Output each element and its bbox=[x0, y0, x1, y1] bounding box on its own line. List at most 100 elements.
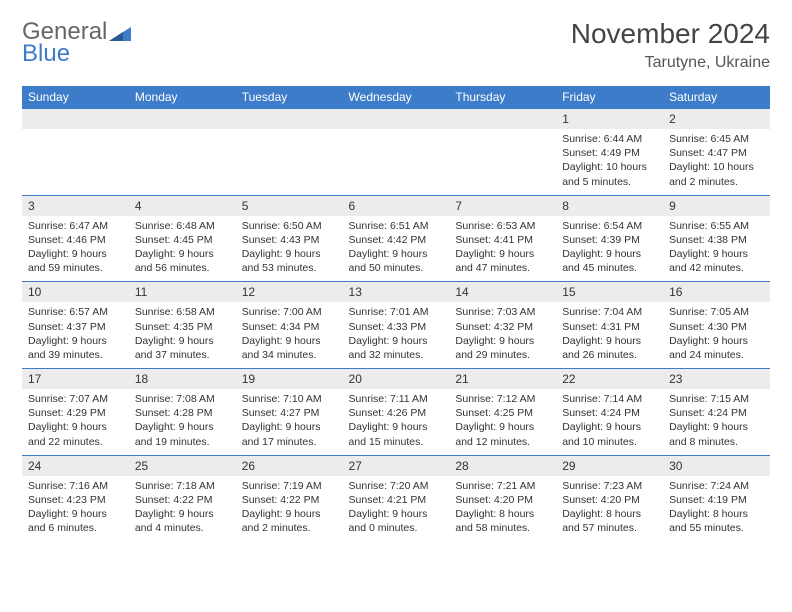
weekday-header: Wednesday bbox=[343, 86, 450, 109]
daylight-line1: Daylight: 9 hours bbox=[28, 334, 123, 348]
sunrise: Sunrise: 7:07 AM bbox=[28, 392, 123, 406]
sunset: Sunset: 4:20 PM bbox=[562, 493, 657, 507]
day-number bbox=[22, 109, 129, 129]
daylight-line1: Daylight: 8 hours bbox=[562, 507, 657, 521]
day-number: 14 bbox=[449, 282, 556, 302]
calendar-table: SundayMondayTuesdayWednesdayThursdayFrid… bbox=[22, 86, 770, 541]
day-body: Sunrise: 7:07 AMSunset: 4:29 PMDaylight:… bbox=[22, 389, 129, 455]
day-body: Sunrise: 6:51 AMSunset: 4:42 PMDaylight:… bbox=[343, 216, 450, 282]
daylight-line1: Daylight: 9 hours bbox=[135, 334, 230, 348]
calendar-week: 1Sunrise: 6:44 AMSunset: 4:49 PMDaylight… bbox=[22, 109, 770, 196]
sunrise: Sunrise: 7:08 AM bbox=[135, 392, 230, 406]
weekday-header: Thursday bbox=[449, 86, 556, 109]
daylight-line2: and 5 minutes. bbox=[562, 175, 657, 189]
calendar-cell: 5Sunrise: 6:50 AMSunset: 4:43 PMDaylight… bbox=[236, 195, 343, 282]
calendar-cell bbox=[129, 109, 236, 196]
calendar-cell: 17Sunrise: 7:07 AMSunset: 4:29 PMDayligh… bbox=[22, 369, 129, 456]
daylight-line1: Daylight: 9 hours bbox=[242, 420, 337, 434]
calendar-week: 3Sunrise: 6:47 AMSunset: 4:46 PMDaylight… bbox=[22, 195, 770, 282]
sunrise: Sunrise: 7:15 AM bbox=[669, 392, 764, 406]
daylight-line1: Daylight: 9 hours bbox=[455, 334, 550, 348]
day-body: Sunrise: 7:24 AMSunset: 4:19 PMDaylight:… bbox=[663, 476, 770, 542]
daylight-line2: and 55 minutes. bbox=[669, 521, 764, 535]
calendar-cell: 9Sunrise: 6:55 AMSunset: 4:38 PMDaylight… bbox=[663, 195, 770, 282]
calendar-cell: 11Sunrise: 6:58 AMSunset: 4:35 PMDayligh… bbox=[129, 282, 236, 369]
daylight-line2: and 24 minutes. bbox=[669, 348, 764, 362]
sunrise: Sunrise: 7:04 AM bbox=[562, 305, 657, 319]
day-body: Sunrise: 6:45 AMSunset: 4:47 PMDaylight:… bbox=[663, 129, 770, 195]
daylight-line1: Daylight: 10 hours bbox=[669, 160, 764, 174]
daylight-line1: Daylight: 9 hours bbox=[669, 247, 764, 261]
daylight-line1: Daylight: 9 hours bbox=[242, 334, 337, 348]
sunset: Sunset: 4:39 PM bbox=[562, 233, 657, 247]
calendar-cell: 24Sunrise: 7:16 AMSunset: 4:23 PMDayligh… bbox=[22, 455, 129, 541]
sunrise: Sunrise: 6:47 AM bbox=[28, 219, 123, 233]
sunset: Sunset: 4:43 PM bbox=[242, 233, 337, 247]
daylight-line1: Daylight: 9 hours bbox=[28, 420, 123, 434]
daylight-line1: Daylight: 9 hours bbox=[28, 247, 123, 261]
daylight-line2: and 58 minutes. bbox=[455, 521, 550, 535]
daylight-line2: and 57 minutes. bbox=[562, 521, 657, 535]
daylight-line1: Daylight: 9 hours bbox=[669, 334, 764, 348]
day-body: Sunrise: 6:57 AMSunset: 4:37 PMDaylight:… bbox=[22, 302, 129, 368]
sunset: Sunset: 4:23 PM bbox=[28, 493, 123, 507]
day-body: Sunrise: 7:11 AMSunset: 4:26 PMDaylight:… bbox=[343, 389, 450, 455]
day-number: 5 bbox=[236, 196, 343, 216]
day-number: 30 bbox=[663, 456, 770, 476]
day-body: Sunrise: 7:10 AMSunset: 4:27 PMDaylight:… bbox=[236, 389, 343, 455]
sunset: Sunset: 4:22 PM bbox=[242, 493, 337, 507]
calendar-cell: 23Sunrise: 7:15 AMSunset: 4:24 PMDayligh… bbox=[663, 369, 770, 456]
calendar-header-row: SundayMondayTuesdayWednesdayThursdayFrid… bbox=[22, 86, 770, 109]
calendar-cell: 6Sunrise: 6:51 AMSunset: 4:42 PMDaylight… bbox=[343, 195, 450, 282]
day-number: 22 bbox=[556, 369, 663, 389]
day-number bbox=[236, 109, 343, 129]
day-body: Sunrise: 7:05 AMSunset: 4:30 PMDaylight:… bbox=[663, 302, 770, 368]
day-number: 2 bbox=[663, 109, 770, 129]
calendar-cell: 26Sunrise: 7:19 AMSunset: 4:22 PMDayligh… bbox=[236, 455, 343, 541]
daylight-line2: and 45 minutes. bbox=[562, 261, 657, 275]
title-block: November 2024 Tarutyne, Ukraine bbox=[571, 18, 770, 72]
month-title: November 2024 bbox=[571, 18, 770, 50]
day-body: Sunrise: 7:18 AMSunset: 4:22 PMDaylight:… bbox=[129, 476, 236, 542]
sunrise: Sunrise: 6:45 AM bbox=[669, 132, 764, 146]
day-number: 1 bbox=[556, 109, 663, 129]
daylight-line2: and 39 minutes. bbox=[28, 348, 123, 362]
calendar-cell: 28Sunrise: 7:21 AMSunset: 4:20 PMDayligh… bbox=[449, 455, 556, 541]
day-number: 13 bbox=[343, 282, 450, 302]
weekday-header: Monday bbox=[129, 86, 236, 109]
day-body: Sunrise: 7:01 AMSunset: 4:33 PMDaylight:… bbox=[343, 302, 450, 368]
sunset: Sunset: 4:30 PM bbox=[669, 320, 764, 334]
calendar-cell: 13Sunrise: 7:01 AMSunset: 4:33 PMDayligh… bbox=[343, 282, 450, 369]
calendar-cell: 12Sunrise: 7:00 AMSunset: 4:34 PMDayligh… bbox=[236, 282, 343, 369]
day-number: 20 bbox=[343, 369, 450, 389]
day-number: 15 bbox=[556, 282, 663, 302]
day-body: Sunrise: 6:53 AMSunset: 4:41 PMDaylight:… bbox=[449, 216, 556, 282]
day-body: Sunrise: 7:20 AMSunset: 4:21 PMDaylight:… bbox=[343, 476, 450, 542]
day-body: Sunrise: 7:03 AMSunset: 4:32 PMDaylight:… bbox=[449, 302, 556, 368]
day-number: 17 bbox=[22, 369, 129, 389]
calendar-cell: 21Sunrise: 7:12 AMSunset: 4:25 PMDayligh… bbox=[449, 369, 556, 456]
daylight-line2: and 22 minutes. bbox=[28, 435, 123, 449]
day-body bbox=[22, 129, 129, 191]
day-body: Sunrise: 6:55 AMSunset: 4:38 PMDaylight:… bbox=[663, 216, 770, 282]
day-number: 12 bbox=[236, 282, 343, 302]
sunrise: Sunrise: 6:57 AM bbox=[28, 305, 123, 319]
daylight-line2: and 2 minutes. bbox=[242, 521, 337, 535]
sunrise: Sunrise: 6:58 AM bbox=[135, 305, 230, 319]
sunset: Sunset: 4:47 PM bbox=[669, 146, 764, 160]
daylight-line2: and 34 minutes. bbox=[242, 348, 337, 362]
weekday-header: Sunday bbox=[22, 86, 129, 109]
daylight-line1: Daylight: 9 hours bbox=[135, 420, 230, 434]
daylight-line1: Daylight: 9 hours bbox=[242, 247, 337, 261]
day-number: 10 bbox=[22, 282, 129, 302]
day-number: 16 bbox=[663, 282, 770, 302]
day-body: Sunrise: 7:19 AMSunset: 4:22 PMDaylight:… bbox=[236, 476, 343, 542]
daylight-line1: Daylight: 9 hours bbox=[28, 507, 123, 521]
sunset: Sunset: 4:29 PM bbox=[28, 406, 123, 420]
sunset: Sunset: 4:21 PM bbox=[349, 493, 444, 507]
day-body: Sunrise: 6:48 AMSunset: 4:45 PMDaylight:… bbox=[129, 216, 236, 282]
calendar-cell bbox=[449, 109, 556, 196]
calendar-cell: 14Sunrise: 7:03 AMSunset: 4:32 PMDayligh… bbox=[449, 282, 556, 369]
daylight-line2: and 17 minutes. bbox=[242, 435, 337, 449]
day-number: 3 bbox=[22, 196, 129, 216]
